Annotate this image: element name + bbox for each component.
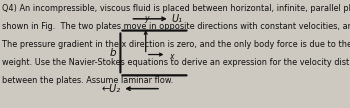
Text: The pressure gradient in the x direction is zero, and the only body force is due: The pressure gradient in the x direction… <box>2 40 350 49</box>
Text: x: x <box>169 52 174 61</box>
Text: shown in Fig.  The two plates move in opposite directions with constant velociti: shown in Fig. The two plates move in opp… <box>2 22 350 31</box>
Text: between the plates. Assume laminar flow.: between the plates. Assume laminar flow. <box>2 75 174 85</box>
Text: b: b <box>110 48 116 58</box>
Text: U₁: U₁ <box>172 14 183 24</box>
Text: y: y <box>145 14 149 23</box>
Text: ←U₂: ←U₂ <box>101 84 120 94</box>
Text: weight. Use the Navier-Stokes equations to derive an expression for the velocity: weight. Use the Navier-Stokes equations … <box>2 58 350 67</box>
Text: Q4) An incompressible, viscous fluid is placed between horizontal, infinite, par: Q4) An incompressible, viscous fluid is … <box>2 4 350 13</box>
